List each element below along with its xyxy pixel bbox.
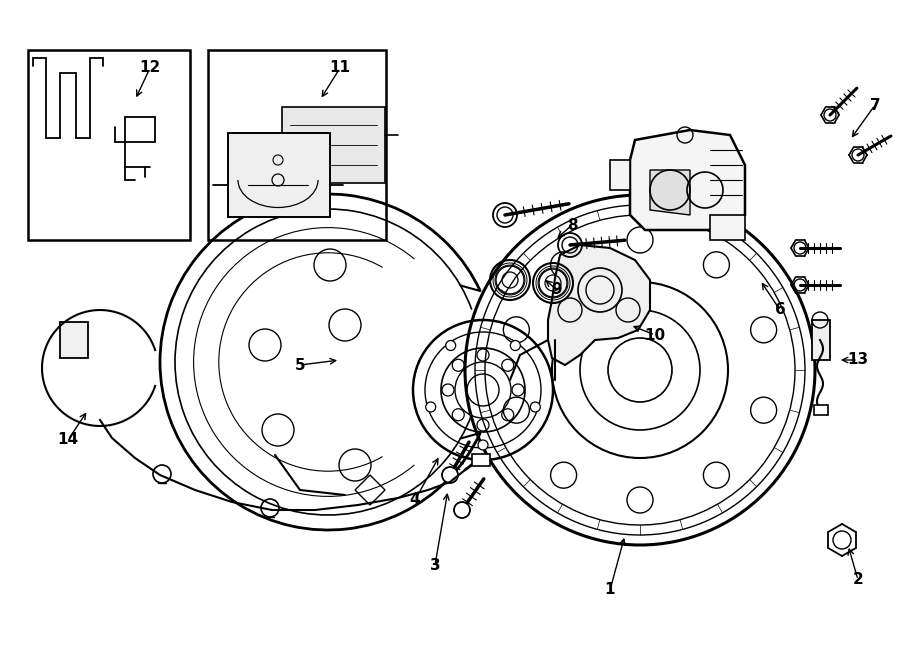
Text: 9: 9 [552,283,562,297]
Circle shape [478,440,488,450]
Text: 8: 8 [567,218,577,232]
Bar [472,454,490,466]
Text: 3: 3 [429,557,440,573]
Text: 6: 6 [775,303,786,318]
Bar [208,50,386,240]
Bar [28,50,190,240]
Polygon shape [610,160,630,190]
Circle shape [530,402,540,412]
Circle shape [510,340,520,350]
Polygon shape [630,130,745,230]
Polygon shape [710,215,745,240]
Text: 5: 5 [294,357,305,373]
Circle shape [454,502,470,518]
Bar [812,320,830,360]
Text: 2: 2 [852,573,863,587]
Text: 11: 11 [329,60,350,75]
Circle shape [426,402,436,412]
Polygon shape [228,133,330,217]
Text: 14: 14 [58,432,78,448]
Text: 10: 10 [644,328,666,342]
Text: 13: 13 [848,352,868,367]
Text: 12: 12 [140,60,160,75]
Polygon shape [548,245,650,365]
Text: 4: 4 [410,493,420,508]
Bar [814,405,828,415]
Circle shape [446,340,455,350]
Text: 1: 1 [605,583,616,598]
Bar [60,322,88,358]
Circle shape [442,467,458,483]
Polygon shape [282,107,385,183]
Text: 7: 7 [869,97,880,113]
Polygon shape [650,170,690,215]
